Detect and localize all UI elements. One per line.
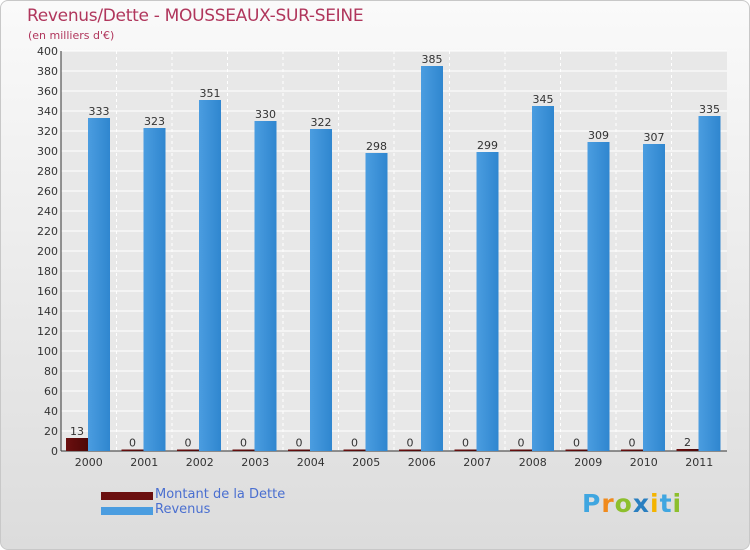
data-label-dette: 0 — [407, 437, 414, 450]
bar-revenus — [532, 106, 554, 451]
y-tick-label: 160 — [37, 285, 58, 298]
data-label-dette: 0 — [518, 437, 525, 450]
data-label-revenus: 307 — [644, 131, 665, 144]
x-tick-label: 2004 — [297, 456, 325, 469]
data-label-dette: 0 — [129, 437, 136, 450]
bar-revenus — [643, 144, 665, 451]
x-tick-label: 2005 — [352, 456, 380, 469]
y-tick-label: 280 — [37, 165, 58, 178]
logo-letter: x — [632, 489, 650, 518]
y-tick-label: 40 — [44, 405, 58, 418]
bar-dette — [343, 449, 366, 451]
data-label-dette: 0 — [296, 437, 303, 450]
x-tick-label: 2010 — [630, 456, 658, 469]
data-label-revenus: 335 — [699, 103, 720, 116]
bar-revenus — [587, 142, 610, 451]
bar-dette — [676, 449, 699, 451]
data-label-dette: 0 — [462, 437, 469, 450]
bar-revenus — [254, 121, 277, 451]
y-tick-label: 240 — [37, 205, 58, 218]
y-tick-label: 220 — [37, 225, 58, 238]
x-tick-label: 2009 — [574, 456, 602, 469]
bar-dette — [232, 449, 255, 451]
y-tick-label: 200 — [37, 245, 58, 258]
data-label-dette: 2 — [684, 436, 691, 449]
data-label-dette: 0 — [240, 437, 247, 450]
bar-dette — [399, 449, 421, 451]
bar-revenus — [199, 100, 221, 451]
y-tick-label: 120 — [37, 325, 58, 338]
data-label-dette: 0 — [185, 437, 192, 450]
bar-dette — [288, 449, 310, 451]
x-tick-label: 2003 — [241, 456, 269, 469]
bar-revenus — [310, 129, 332, 451]
bar-dette — [510, 449, 532, 451]
data-label-revenus: 345 — [533, 93, 554, 106]
x-tick-label: 2007 — [463, 456, 491, 469]
data-label-revenus: 385 — [422, 53, 443, 66]
data-label-revenus: 330 — [255, 108, 276, 121]
x-tick-label: 2011 — [685, 456, 713, 469]
bar-revenus — [143, 128, 166, 451]
logo-letter: P — [582, 489, 602, 518]
data-label-dette: 13 — [70, 425, 84, 438]
bar-revenus — [698, 116, 721, 451]
y-tick-label: 300 — [37, 145, 58, 158]
bar-dette — [66, 438, 88, 451]
chart-subtitle: (en milliers d'€) — [28, 29, 115, 42]
data-label-revenus: 309 — [588, 129, 609, 142]
data-label-revenus: 299 — [477, 139, 498, 152]
proxiti-logo: Proxiti — [582, 489, 682, 518]
data-label-revenus: 351 — [200, 87, 221, 100]
x-tick-label: 2000 — [75, 456, 103, 469]
y-tick-label: 80 — [44, 365, 58, 378]
legend-label-dette: Montant de la Dette — [155, 487, 286, 502]
logo-letter: t — [659, 489, 673, 518]
data-label-revenus: 322 — [311, 116, 332, 129]
x-tick-label: 2008 — [519, 456, 547, 469]
data-label-revenus: 323 — [144, 115, 165, 128]
x-tick-label: 2006 — [408, 456, 436, 469]
y-tick-label: 100 — [37, 345, 58, 358]
y-tick-label: 260 — [37, 185, 58, 198]
data-label-revenus: 298 — [366, 140, 387, 153]
y-tick-label: 360 — [37, 85, 58, 98]
bar-dette — [454, 449, 477, 451]
bar-revenus — [365, 153, 388, 451]
y-tick-label: 380 — [37, 65, 58, 78]
logo-letter: o — [614, 489, 633, 518]
bar-revenus — [476, 152, 499, 451]
logo-letter: i — [672, 489, 683, 518]
bar-dette — [121, 449, 144, 451]
y-tick-label: 340 — [37, 105, 58, 118]
legend-swatch-revenus — [101, 507, 153, 515]
logo-letter: r — [601, 489, 615, 518]
legend-label-revenus: Revenus — [155, 502, 211, 517]
bar-dette — [177, 449, 199, 451]
bar-revenus — [88, 118, 110, 451]
legend-swatch-dette — [101, 492, 153, 500]
x-tick-label: 2001 — [130, 456, 158, 469]
data-label-revenus: 333 — [89, 105, 110, 118]
bar-dette — [621, 449, 643, 451]
bar-revenus — [421, 66, 443, 451]
y-tick-label: 60 — [44, 385, 58, 398]
data-label-dette: 0 — [573, 437, 580, 450]
y-tick-label: 320 — [37, 125, 58, 138]
x-tick-label: 2002 — [186, 456, 214, 469]
data-label-dette: 0 — [351, 437, 358, 450]
y-tick-label: 140 — [37, 305, 58, 318]
y-tick-label: 400 — [37, 45, 58, 58]
y-tick-label: 0 — [51, 445, 58, 458]
data-label-dette: 0 — [629, 437, 636, 450]
bar-dette — [565, 449, 588, 451]
y-tick-label: 20 — [44, 425, 58, 438]
logo-letter: i — [650, 489, 660, 518]
chart-title: Revenus/Dette - MOUSSEAUX-SUR-SEINE — [27, 6, 364, 26]
y-tick-label: 180 — [37, 265, 58, 278]
